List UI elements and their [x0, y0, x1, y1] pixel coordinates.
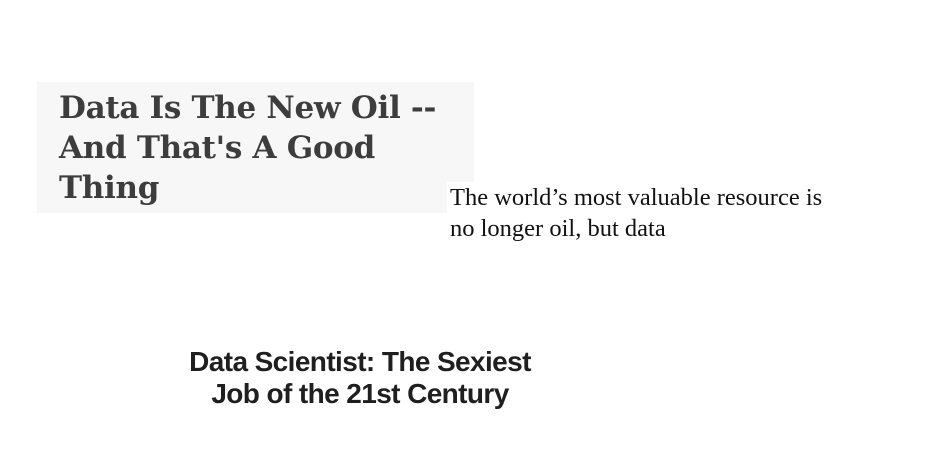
headline-line: The world’s most valuable resource is — [450, 184, 823, 211]
headline-clipping-most-valuable-resource: The world’s most valuable resource is no… — [447, 182, 907, 246]
headline-clipping-data-new-oil: Data Is The New Oil -- And That's A Good… — [37, 82, 474, 213]
headline-line: no longer oil, but data — [450, 215, 666, 242]
headline-most-valuable-resource: The world’s most valuable resource is no… — [450, 182, 907, 244]
headline-line: Data Is The New Oil -- — [59, 90, 437, 126]
headline-line: Job of the 21st Century — [211, 378, 509, 409]
headline-line: Thing — [59, 170, 160, 206]
headline-line: And That's A Good — [59, 130, 376, 166]
headline-data-new-oil: Data Is The New Oil -- And That's A Good… — [59, 88, 474, 208]
headline-sexiest-job: Data Scientist: The Sexiest Job of the 2… — [150, 346, 570, 410]
headline-clipping-sexiest-job: Data Scientist: The Sexiest Job of the 2… — [150, 346, 570, 418]
headline-line: Data Scientist: The Sexiest — [189, 346, 531, 377]
